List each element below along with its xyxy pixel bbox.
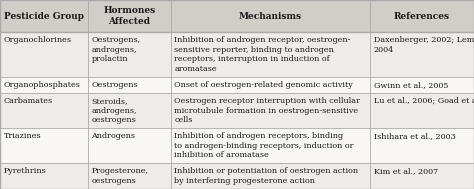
Bar — [370, 77, 474, 93]
Bar — [88, 93, 171, 128]
Text: Kim et al., 2007: Kim et al., 2007 — [374, 167, 438, 175]
Text: Oestrogens,
androgens,
prolactin: Oestrogens, androgens, prolactin — [91, 36, 141, 63]
Text: Progesterone,
oestrogens: Progesterone, oestrogens — [91, 167, 148, 185]
Text: Pesticide Group: Pesticide Group — [4, 12, 84, 21]
Text: Mechanisms: Mechanisms — [239, 12, 302, 21]
Bar — [0, 0, 88, 32]
Bar — [171, 0, 370, 32]
Text: Organophosphates: Organophosphates — [3, 81, 81, 89]
Bar — [0, 77, 88, 93]
Text: Daxenberger, 2002; Lemaire et al.,
2004: Daxenberger, 2002; Lemaire et al., 2004 — [374, 36, 474, 54]
Bar — [171, 93, 370, 128]
Text: Lu et al., 2006; Goad et al., 2004: Lu et al., 2006; Goad et al., 2004 — [374, 97, 474, 105]
Text: Triazines: Triazines — [3, 132, 41, 140]
Text: Androgens: Androgens — [91, 132, 136, 140]
Bar — [171, 163, 370, 189]
Bar — [370, 128, 474, 163]
Bar — [171, 32, 370, 77]
Bar — [370, 163, 474, 189]
Bar — [88, 0, 171, 32]
Bar — [88, 128, 171, 163]
Bar — [88, 77, 171, 93]
Text: Inhibition or potentiation of oestrogen action
by interfering progesterone actio: Inhibition or potentiation of oestrogen … — [174, 167, 359, 185]
Text: Inhibition of androgen receptors, binding
to androgen-binding receptors, inducti: Inhibition of androgen receptors, bindin… — [174, 132, 354, 159]
Bar — [171, 128, 370, 163]
Text: Organochlorines: Organochlorines — [3, 36, 72, 44]
Text: Gwinn et al., 2005: Gwinn et al., 2005 — [374, 81, 448, 89]
Text: Oestrogen receptor interruption with cellular
microtubule formation in oestrogen: Oestrogen receptor interruption with cel… — [174, 97, 360, 124]
Bar — [370, 93, 474, 128]
Bar — [370, 32, 474, 77]
Text: Steroids,
androgens,
oestrogens: Steroids, androgens, oestrogens — [91, 97, 137, 124]
Bar — [0, 128, 88, 163]
Bar — [0, 163, 88, 189]
Text: Inhibition of androgen receptor, oestrogen-
sensitive reporter, binding to andro: Inhibition of androgen receptor, oestrog… — [174, 36, 351, 73]
Text: Oestrogens: Oestrogens — [91, 81, 138, 89]
Bar — [171, 77, 370, 93]
Text: Onset of oestrogen-related genomic activity: Onset of oestrogen-related genomic activ… — [174, 81, 353, 89]
Bar — [88, 163, 171, 189]
Bar — [88, 32, 171, 77]
Bar — [370, 0, 474, 32]
Text: Pyrethrins: Pyrethrins — [3, 167, 46, 175]
Text: Hormones
Affected: Hormones Affected — [103, 6, 155, 26]
Text: Carbamates: Carbamates — [3, 97, 53, 105]
Text: References: References — [394, 12, 450, 21]
Bar — [0, 32, 88, 77]
Text: Ishihara et al., 2003: Ishihara et al., 2003 — [374, 132, 455, 140]
Bar — [0, 93, 88, 128]
